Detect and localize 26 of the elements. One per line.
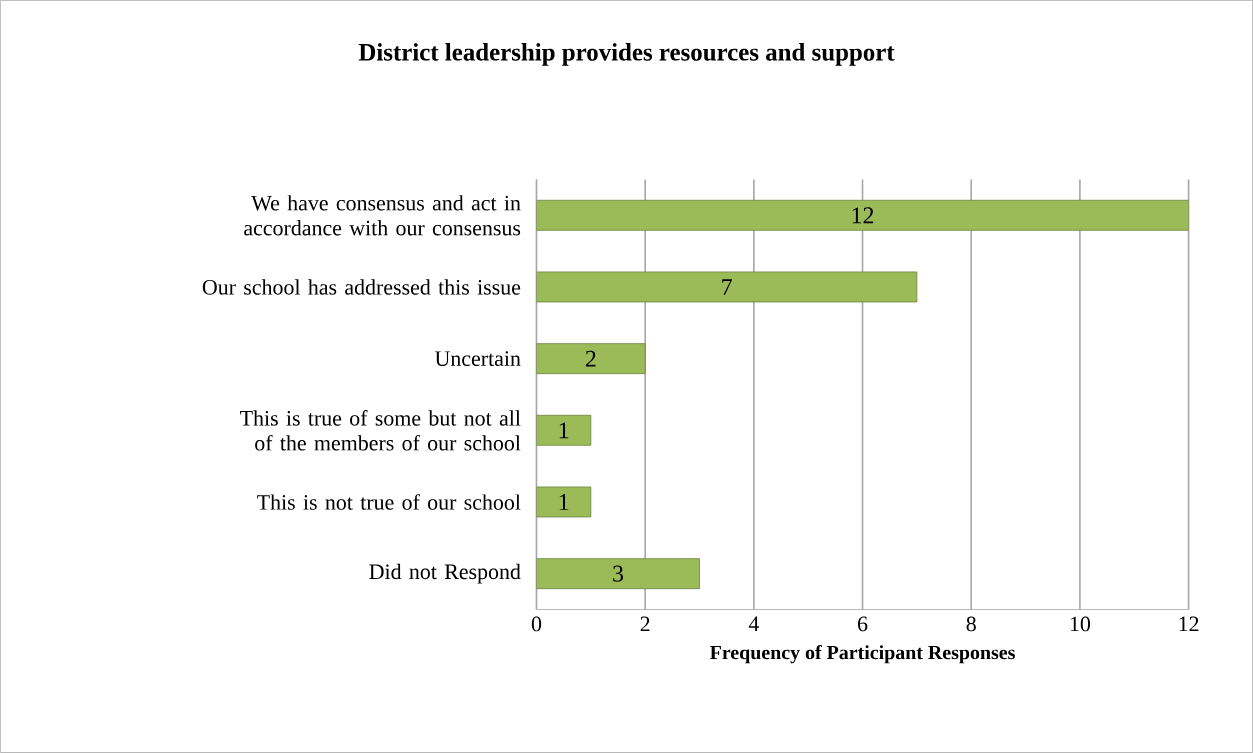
bar [536, 343, 646, 375]
x-tick-label: 2 [640, 616, 650, 632]
y-tick-label: We have consensus and act in accordance with our consensus [244, 195, 521, 236]
x-tick-label: 10 [1070, 616, 1091, 632]
x-tick-label: 0 [531, 616, 542, 632]
data-label: 2 [585, 350, 596, 367]
bar [536, 199, 1189, 231]
bar [536, 558, 700, 590]
y-tick-label: This is true of some but not all of the members of our school [240, 410, 521, 451]
y-tick-label: This is not true of our school [257, 494, 521, 510]
y-tick-label: Our school has addressed this issue [202, 279, 521, 295]
data-label: 3 [613, 565, 624, 582]
data-label: 1 [559, 494, 569, 510]
y-tick-label: Uncertain [434, 351, 521, 367]
x-tick-label: 4 [748, 616, 759, 632]
x-axis-title: Frequency of Participant Responses [710, 645, 1015, 664]
x-tick-label: 12 [1179, 616, 1199, 632]
data-label: 7 [722, 279, 732, 295]
y-tick-label: Did not Respond [369, 563, 521, 584]
x-tick-label: 6 [857, 616, 868, 632]
bar [536, 271, 918, 303]
chart-title: District leadership provides resources and support [358, 43, 895, 66]
data-label: 12 [852, 207, 874, 224]
data-label: 1 [559, 422, 569, 439]
x-tick-label: 8 [966, 616, 976, 632]
bar [536, 414, 592, 446]
